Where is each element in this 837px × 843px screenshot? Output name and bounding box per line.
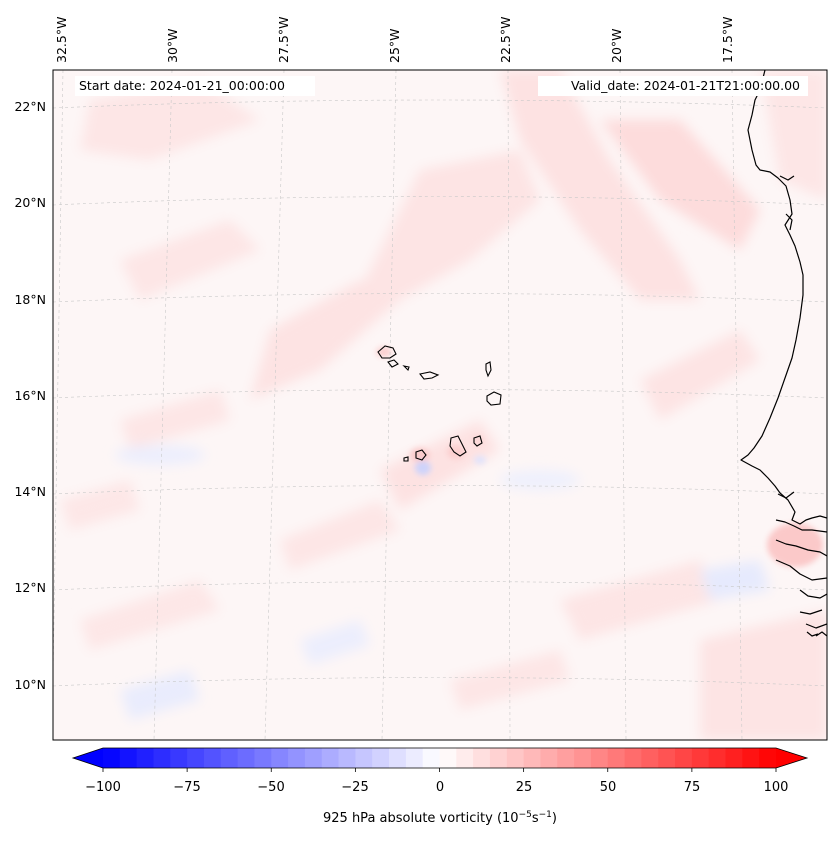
island-sal [485, 361, 492, 378]
latitude-labels: 22°N 20°N 18°N 16°N 14°N 12°N 10°N [14, 99, 46, 692]
vorticity-field [60, 70, 827, 740]
colorbar-cell [473, 748, 491, 768]
colorbar-tick-label: −75 [173, 780, 200, 795]
colorbar-cell [725, 748, 743, 768]
colorbar-extend-high [776, 748, 807, 768]
colorbar-cell [675, 748, 693, 768]
colorbar-tick-label: 100 [764, 780, 789, 795]
island-fogo [415, 449, 427, 461]
colorbar-tick-label: −25 [341, 780, 368, 795]
map-area [53, 70, 827, 740]
island-santa-luzia [402, 365, 410, 372]
vorticity-island-features [376, 347, 823, 567]
island-santo-antao [377, 345, 397, 359]
colorbar-cell [203, 748, 222, 768]
lon-label: 25°W [387, 28, 402, 63]
colorbar-cell [624, 748, 642, 768]
start-date-box [75, 76, 315, 96]
colorbar-cell [607, 748, 626, 768]
colorbar-cell [254, 748, 272, 768]
lat-label: 20°N [14, 195, 46, 210]
colorbar-tick-label: 75 [684, 780, 701, 795]
colorbar-cell [641, 748, 659, 768]
valid-date-box [538, 76, 808, 96]
lat-label: 14°N [14, 484, 46, 499]
colorbar-cell [321, 748, 340, 768]
colorbar-cell [590, 748, 609, 768]
island-boa-vista [486, 391, 502, 406]
colorbar-cell [355, 748, 373, 768]
colorbar-tick-label: −100 [85, 780, 121, 795]
african-coastline [740, 70, 827, 637]
colorbar-cell [304, 748, 323, 768]
lat-label: 22°N [14, 99, 46, 114]
colorbar-tick-label: 25 [516, 780, 533, 795]
colorbar-cell [759, 748, 777, 768]
colorbar-tick-label: −50 [257, 780, 284, 795]
colorbar-cell [153, 748, 171, 768]
colorbar-cell [708, 748, 727, 768]
colorbar-cell [439, 748, 457, 768]
colorbar-cell [456, 748, 474, 768]
colorbar-cell [574, 748, 592, 768]
map-header: Start date: 2024-01-21_00:00:00 Valid_da… [75, 76, 808, 96]
island-brava [403, 456, 409, 462]
colorbar-cell [220, 748, 239, 768]
lon-label: 20°W [609, 28, 624, 63]
longitude-labels: 32.5°W 30°W 27.5°W 25°W 22.5°W 20°W 17.5… [54, 17, 735, 63]
colorbar: −100 −75 −50 −25 0 25 50 75 100 925 hPa … [71, 747, 809, 826]
island-maio [473, 435, 483, 447]
colorbar-cell [691, 748, 710, 768]
cape-verde-islands [377, 345, 502, 462]
colorbar-cell [742, 748, 760, 768]
colorbar-cell [271, 748, 289, 768]
lat-label: 10°N [14, 677, 46, 692]
colorbar-cell [557, 748, 575, 768]
lat-label: 18°N [14, 292, 46, 307]
colorbar-extend-low [73, 748, 103, 768]
colorbar-label: 925 hPa absolute vorticity (10−5s−1) [323, 810, 557, 826]
colorbar-cell [540, 748, 558, 768]
island-santiago [449, 435, 467, 457]
island-sao-vicente [387, 359, 399, 368]
colorbar-cell [506, 748, 525, 768]
colorbar-tick-labels: −100 −75 −50 −25 0 25 50 75 100 [85, 780, 788, 795]
colorbar-cell [489, 748, 508, 768]
lon-label: 22.5°W [498, 17, 513, 63]
colorbar-cell [338, 748, 356, 768]
colorbar-cells [103, 748, 777, 768]
colorbar-cell [405, 748, 424, 768]
lon-label: 30°W [165, 28, 180, 63]
lon-label: 27.5°W [276, 17, 291, 63]
colorbar-cell [103, 748, 121, 768]
colorbar-cell [119, 748, 138, 768]
island-sao-nicolau [419, 371, 440, 380]
colorbar-tick-label: 0 [436, 780, 444, 795]
lat-label: 12°N [14, 580, 46, 595]
colorbar-cell [523, 748, 542, 768]
colorbar-cell [372, 748, 390, 768]
colorbar-cell [170, 748, 188, 768]
colorbar-cell [389, 748, 407, 768]
colorbar-cell [422, 748, 441, 768]
map-frame [52, 69, 828, 741]
colorbar-ticks [102, 768, 777, 772]
lat-label: 16°N [14, 388, 46, 403]
colorbar-cell [288, 748, 306, 768]
colorbar-tick-label: 50 [600, 780, 617, 795]
colorbar-cell [187, 748, 205, 768]
colorbar-cell [136, 748, 155, 768]
colorbar-cell [237, 748, 256, 768]
valid-date-text: Valid_date: 2024-01-21T21:00:00.00 [571, 78, 800, 93]
colorbar-cell [658, 748, 676, 768]
gridlines [53, 70, 827, 740]
start-date-text: Start date: 2024-01-21_00:00:00 [79, 78, 285, 93]
lon-label: 32.5°W [54, 17, 69, 63]
lon-label: 17.5°W [720, 17, 735, 63]
